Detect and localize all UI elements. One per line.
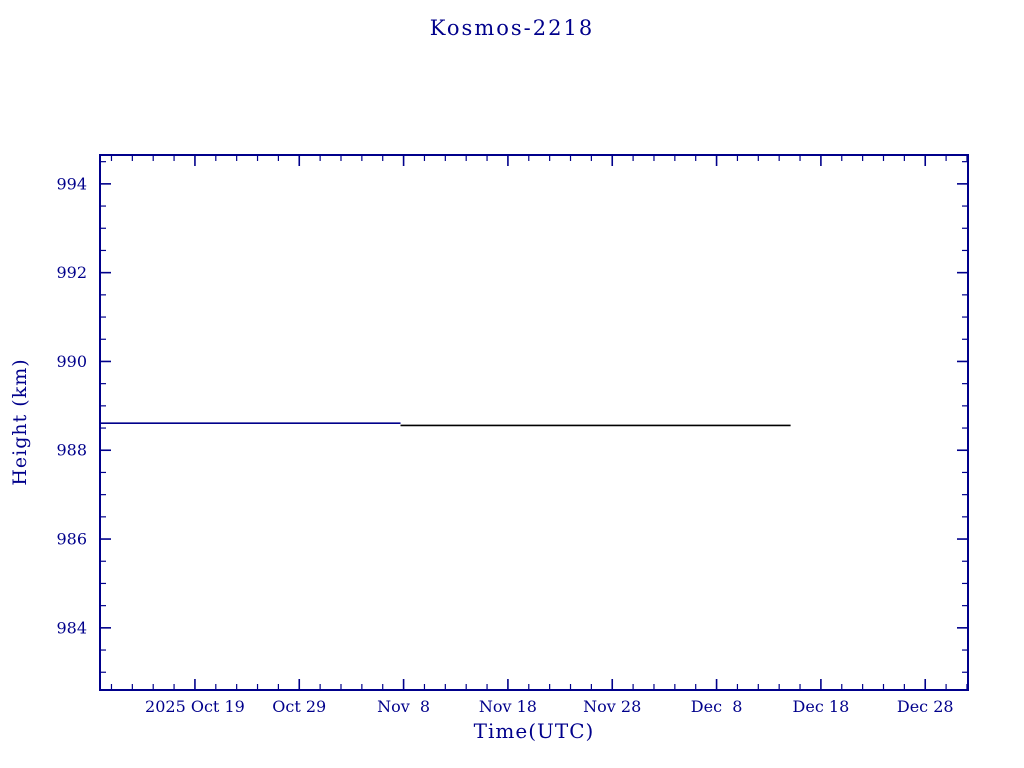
svg-text:994: 994 [56, 174, 87, 193]
x-axis-label: Time(UTC) [473, 719, 595, 743]
svg-text:Dec 18: Dec 18 [793, 697, 850, 716]
svg-text:986: 986 [56, 530, 87, 549]
svg-text:984: 984 [56, 618, 87, 637]
svg-text:Nov 28: Nov 28 [583, 697, 641, 716]
svg-text:2025 Oct 19: 2025 Oct 19 [145, 697, 245, 716]
svg-text:Dec 8: Dec 8 [691, 697, 743, 716]
chart-title: Kosmos-2218 [429, 16, 595, 40]
svg-text:Nov 8: Nov 8 [377, 697, 430, 716]
svg-text:Oct 29: Oct 29 [272, 697, 326, 716]
svg-text:988: 988 [56, 441, 87, 460]
svg-text:990: 990 [56, 352, 87, 371]
svg-text:Nov 18: Nov 18 [479, 697, 537, 716]
svg-text:992: 992 [56, 263, 87, 282]
svg-text:Dec 28: Dec 28 [897, 697, 954, 716]
